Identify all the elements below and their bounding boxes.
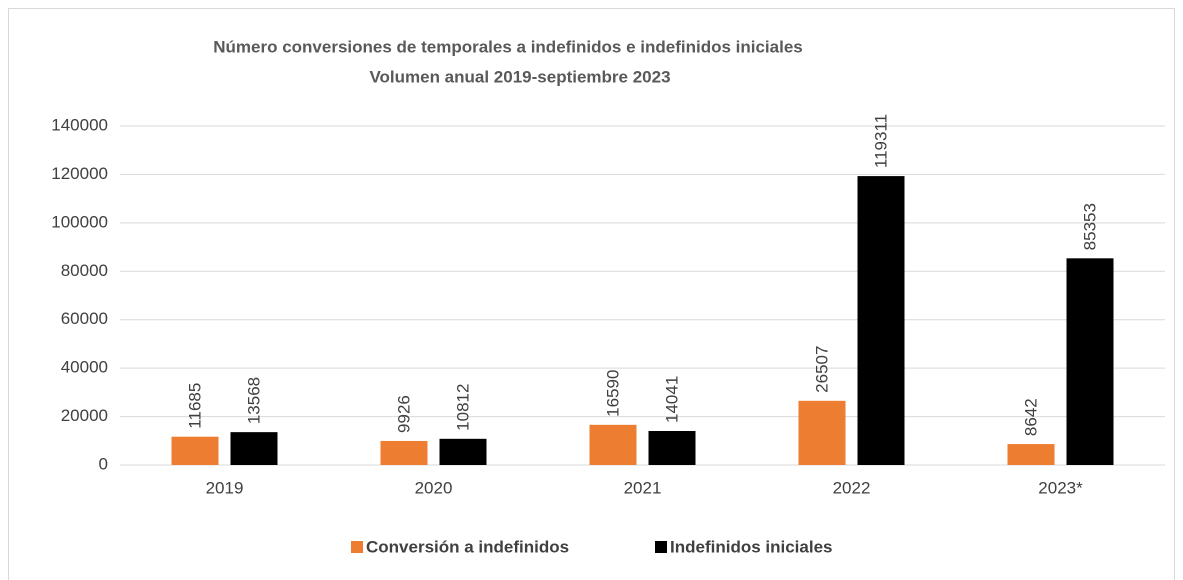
- data-label: 11685: [185, 383, 204, 429]
- y-tick-label: 0: [99, 454, 108, 473]
- x-tick-label: 2019: [206, 478, 244, 497]
- bar: [1007, 444, 1055, 465]
- legend-swatch: [655, 541, 667, 553]
- y-tick-label: 40000: [61, 358, 108, 377]
- data-label: 8642: [1021, 398, 1040, 436]
- chart-title: Número conversiones de temporales a inde…: [213, 37, 803, 56]
- legend-label: Indefinidos iniciales: [670, 537, 832, 556]
- bar: [798, 400, 846, 465]
- x-tick-label: 2021: [624, 478, 662, 497]
- bar: [230, 432, 278, 465]
- bar: [857, 176, 905, 466]
- y-tick-label: 60000: [61, 309, 108, 328]
- chart-frame: [8, 8, 1175, 580]
- bar: [1066, 258, 1114, 465]
- data-label: 16590: [603, 370, 622, 417]
- legend-label: Conversión a indefinidos: [366, 537, 569, 556]
- y-tick-label: 20000: [61, 406, 108, 425]
- bar: [171, 436, 219, 465]
- data-label: 85353: [1080, 203, 1099, 250]
- chart-subtitle: Volumen anual 2019-septiembre 2023: [369, 67, 670, 86]
- data-label: 14041: [662, 376, 681, 423]
- data-label: 9926: [394, 395, 413, 433]
- y-tick-label: 140000: [51, 115, 108, 134]
- bar: [589, 424, 637, 465]
- x-tick-label: 2022: [833, 478, 871, 497]
- y-tick-label: 100000: [51, 212, 108, 231]
- y-tick-label: 120000: [51, 164, 108, 183]
- data-label: 119311: [871, 114, 890, 168]
- data-label: 13568: [244, 377, 263, 424]
- bar: [380, 440, 428, 465]
- bar: [648, 431, 696, 465]
- x-tick-label: 2020: [415, 478, 453, 497]
- y-tick-label: 80000: [61, 261, 108, 280]
- legend-swatch: [351, 541, 363, 553]
- bar: [439, 438, 487, 465]
- x-tick-label: 2023*: [1038, 478, 1083, 497]
- data-label: 10812: [453, 384, 472, 431]
- data-label: 26507: [812, 346, 831, 393]
